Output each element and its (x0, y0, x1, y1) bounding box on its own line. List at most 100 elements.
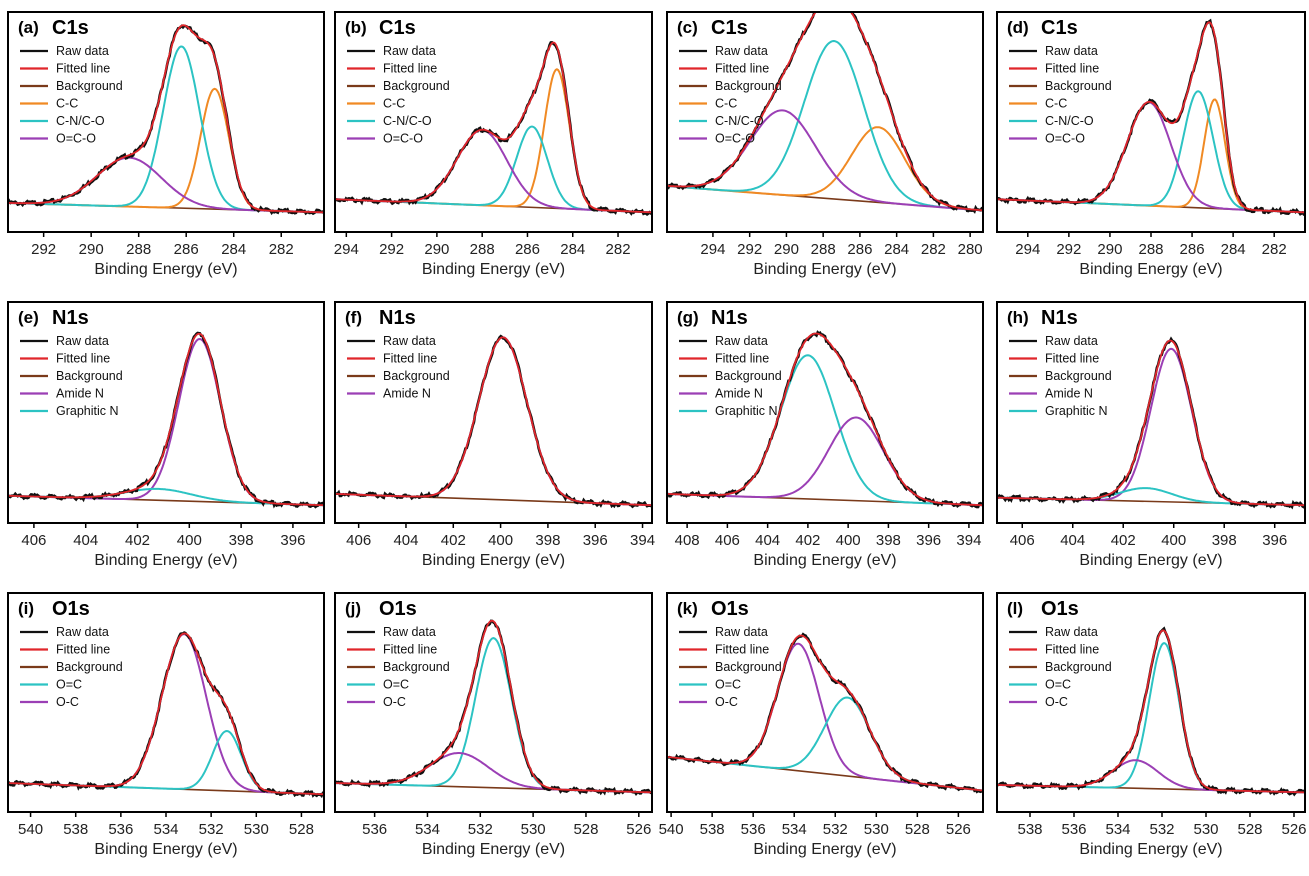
x-tick-label: 286 (847, 241, 872, 258)
panel-title: N1s (1041, 307, 1078, 329)
legend: Raw data Fitted line Background O=C O-C (20, 625, 123, 709)
x-tick-label: 400 (488, 532, 513, 549)
component-peak-o-c-o (997, 101, 1305, 214)
legend-label: O=C-O (56, 132, 96, 146)
x-tick-label: 396 (1262, 532, 1287, 549)
legend-label: C-C (383, 97, 405, 111)
x-tick-label: 526 (626, 821, 651, 838)
xps-panel-g: 408 406 404 402 400 398 396 394 Binding Energy (… (666, 301, 984, 569)
legend-label: Amide N (383, 387, 431, 401)
raw-data-line (997, 626, 1305, 797)
x-tick-label: 290 (1097, 241, 1122, 258)
legend-label: Background (56, 660, 123, 674)
component-peak-o-c (667, 696, 983, 792)
x-axis-title: Binding Energy (eV) (753, 841, 896, 858)
panel-frame (666, 301, 984, 524)
x-tick-label: 532 (823, 821, 848, 838)
panel-letter: (i) (18, 599, 34, 618)
x-tick-label: 528 (1237, 821, 1262, 838)
plot-area (335, 334, 652, 509)
x-tick-label: 290 (79, 241, 104, 258)
fitted-line (8, 632, 324, 796)
xps-panel-d: 294 292 290 288 286 284 282 Binding Energy (eV)… (996, 11, 1306, 278)
x-axis-title: Binding Energy (eV) (422, 261, 565, 278)
legend-label: Fitted line (715, 352, 769, 366)
xps-panel-k: 540 538 536 534 532 530 528 526 Binding Energy (… (659, 592, 984, 858)
legend: Raw data Fitted line Background Amide N (347, 334, 450, 401)
x-tick-label: 532 (468, 821, 493, 838)
panel-letter: (l) (1007, 599, 1023, 618)
x-tick-label: 282 (921, 241, 946, 258)
legend-label: Background (56, 79, 123, 93)
x-tick-label: 536 (1061, 821, 1086, 838)
x-tick-label: 284 (1221, 241, 1246, 258)
x-tick-label: 404 (73, 532, 98, 549)
x-tick-label: 526 (946, 821, 971, 838)
fitted-line (667, 332, 983, 507)
legend-label: Background (383, 79, 450, 93)
legend-label: C-N/C-O (383, 114, 432, 128)
legend-label: O=C (383, 678, 409, 692)
panel-title: O1s (1041, 598, 1079, 620)
panel-letter: (k) (677, 599, 698, 618)
legend-label: Background (383, 660, 450, 674)
x-tick-label: 406 (1010, 532, 1035, 549)
plot-area (997, 626, 1305, 797)
legend-label: C-C (1045, 97, 1067, 111)
xps-panel-c: 294 292 290 288 286 284 282 280 Binding Energy (… (666, 11, 984, 278)
legend-label: Background (715, 660, 782, 674)
legend: Raw data Fitted line Background O=C O-C (679, 625, 782, 709)
legend: Raw data Fitted line Background O=C O-C (1009, 625, 1112, 709)
legend-label: Raw data (1045, 334, 1098, 348)
panel-frame (7, 11, 325, 233)
xps-panel-a: 292 290 288 286 284 282 Binding Energy (eV) (a)… (7, 11, 325, 278)
x-tick-label: 530 (864, 821, 889, 838)
legend-label: Fitted line (56, 62, 110, 76)
legend-label: Raw data (383, 334, 436, 348)
legend-label: Raw data (383, 625, 436, 639)
x-tick-label: 286 (174, 241, 199, 258)
legend-label: Fitted line (715, 643, 769, 657)
fitted-line (335, 336, 652, 507)
legend-label: Fitted line (1045, 643, 1099, 657)
x-tick-label: 394 (956, 532, 981, 549)
legend-label: O-C (1045, 695, 1068, 709)
x-tick-label: 530 (244, 821, 269, 838)
legend-label: Raw data (715, 625, 768, 639)
legend-label: Background (1045, 79, 1112, 93)
x-tick-label: 536 (741, 821, 766, 838)
x-tick-label: 534 (153, 821, 178, 838)
plot-area (8, 331, 324, 509)
x-tick-label: 406 (715, 532, 740, 549)
component-peak-amide-n (997, 347, 1305, 507)
x-tick-label: 282 (269, 241, 294, 258)
x-tick-label: 398 (535, 532, 560, 549)
x-tick-label: 534 (1105, 821, 1130, 838)
x-tick-label: 536 (108, 821, 133, 838)
x-tick-label: 294 (1015, 241, 1040, 258)
legend-label: Graphitic N (56, 404, 119, 418)
x-tick-label: 290 (774, 241, 799, 258)
legend: Raw data Fitted line Background O=C O-C (347, 625, 450, 709)
x-tick-label: 402 (795, 532, 820, 549)
legend-label: Amide N (1045, 387, 1093, 401)
legend-label: O-C (715, 695, 738, 709)
plot-area (667, 632, 983, 794)
x-tick-label: 406 (21, 532, 46, 549)
xps-panel-j: 536 534 532 530 528 526 Binding Energy (eV) (j)… (334, 592, 653, 858)
fitted-line (997, 339, 1305, 507)
plot-area (8, 631, 324, 799)
legend-label: Background (383, 369, 450, 383)
legend-label: O=C (56, 678, 82, 692)
x-tick-label: 396 (280, 532, 305, 549)
fitted-line (667, 12, 983, 212)
plot-area (997, 18, 1305, 216)
legend-label: Fitted line (715, 62, 769, 76)
xps-panel-l: 538 536 534 532 530 528 526 Binding Energy (eV)… (996, 592, 1307, 858)
x-tick-label: 292 (1056, 241, 1081, 258)
legend-label: Raw data (56, 625, 109, 639)
x-tick-label: 288 (470, 241, 495, 258)
legend-label: Raw data (1045, 44, 1098, 58)
x-tick-label: 286 (515, 241, 540, 258)
panel-frame (666, 592, 984, 813)
